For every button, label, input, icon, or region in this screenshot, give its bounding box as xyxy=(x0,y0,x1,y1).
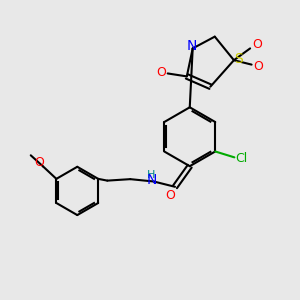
Text: Cl: Cl xyxy=(236,152,248,165)
Text: O: O xyxy=(165,188,175,202)
Text: S: S xyxy=(234,52,243,66)
Text: O: O xyxy=(253,60,263,73)
Text: O: O xyxy=(252,38,262,51)
Text: H: H xyxy=(147,170,156,180)
Text: O: O xyxy=(156,66,166,79)
Text: O: O xyxy=(34,156,44,169)
Text: N: N xyxy=(146,173,157,187)
Text: N: N xyxy=(187,39,197,53)
